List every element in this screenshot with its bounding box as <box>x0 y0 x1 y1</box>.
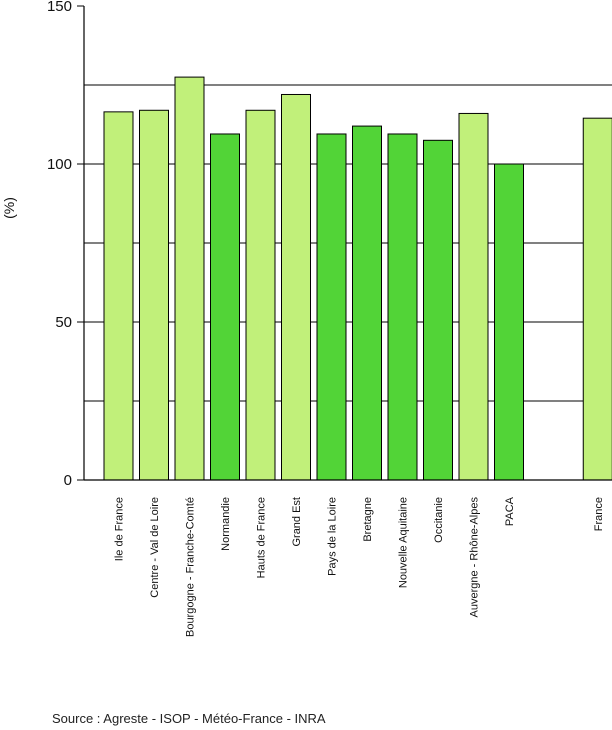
bar-5 <box>281 93 311 481</box>
y-tick-label-1: 50 <box>55 314 72 331</box>
bar-7 <box>352 125 382 481</box>
bar-1 <box>139 109 169 481</box>
category-label-12: France <box>593 497 605 531</box>
bar-chart: Ile de France Centre - Val de Loire Bourgo… <box>1 0 612 637</box>
y-tick-label-0: 0 <box>64 472 72 489</box>
bar-9 <box>423 139 453 481</box>
bar-4 <box>245 109 276 481</box>
y-tick-label-2: 100 <box>47 156 72 173</box>
y-tick-label-3: 150 <box>47 0 72 15</box>
bar-2 <box>174 76 205 481</box>
bar-0 <box>103 111 134 481</box>
category-label-10: Auvergne - Rhône-Alpes <box>469 497 481 618</box>
category-label-0: Ile de France <box>114 497 126 561</box>
category-label-11: PACA <box>504 496 516 526</box>
source-note: Source : Agreste - ISOP - Météo-France -… <box>52 711 326 726</box>
category-label-6: Pays de la Loire <box>327 497 339 576</box>
category-label-4: Hauts de France <box>256 497 268 578</box>
category-label-1: Centre - Val de Loire <box>149 497 161 598</box>
y-axis-title: (%) <box>1 197 17 219</box>
bar-8 <box>387 133 418 481</box>
category-label-3: Normandie <box>220 497 232 551</box>
bar-12 <box>582 117 612 481</box>
category-label-8: Nouvelle Aquitaine <box>398 497 410 588</box>
category-label-5: Grand Est <box>291 497 303 547</box>
category-label-2: Bourgogne - Franche-Comté <box>185 497 197 637</box>
bar-10 <box>458 112 489 481</box>
bar-11 <box>494 163 524 481</box>
bar-6 <box>316 133 347 481</box>
bar-3 <box>210 133 240 481</box>
category-label-9: Occitanie <box>433 497 445 543</box>
category-label-7: Bretagne <box>362 497 374 542</box>
